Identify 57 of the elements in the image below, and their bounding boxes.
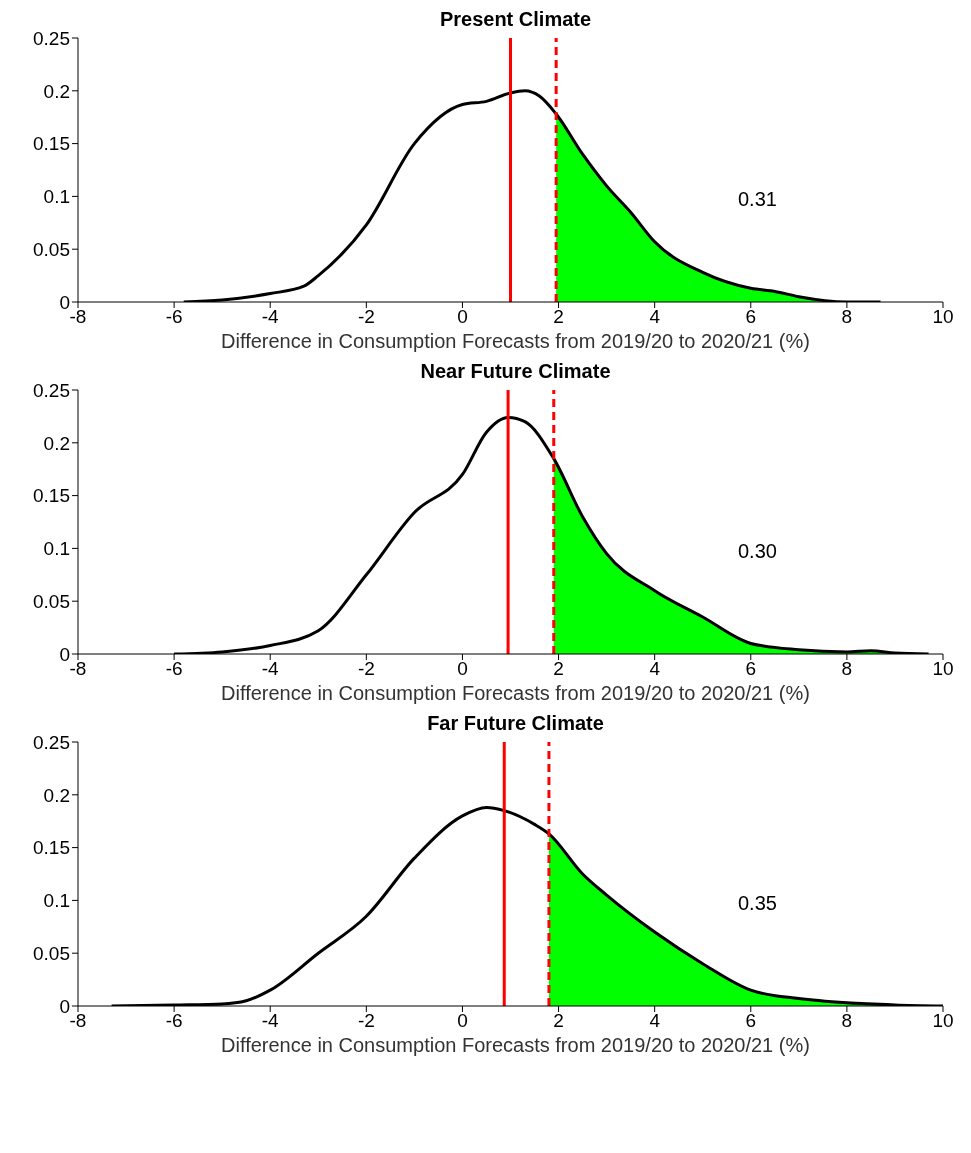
y-tick-label: 0.2 [43,80,70,102]
x-tick-label: 0 [457,1010,468,1032]
y-tick-label: 0.2 [43,432,70,454]
x-tick-label: -8 [69,658,87,680]
x-tick-label: -6 [165,658,183,680]
x-tick-label: 8 [841,1010,853,1032]
y-tick-label: 0.15 [33,133,70,155]
x-tick-label: 2 [553,306,564,328]
x-tick-label: 10 [932,658,954,680]
chart-title: Far Future Climate [427,712,604,734]
x-tick-label: 0 [457,306,468,328]
y-tick-label: 0.05 [33,942,70,964]
y-tick-label: 0.25 [33,379,70,401]
x-tick-label: 2 [553,658,564,680]
annotation: 0.30 [738,540,777,563]
x-tick-label: 8 [841,658,853,680]
x-axis-title: Difference in Consumption Forecasts from 2019/20 to 2020/21 (%) [220,330,811,354]
y-tick-label: 0 [59,291,70,313]
y-tick-label: 0.1 [43,186,70,208]
x-tick-label: -8 [69,1010,87,1032]
y-tick-label: 0.1 [43,890,70,912]
y-tick-label: 0 [59,643,70,665]
x-tick-label: 8 [841,306,853,328]
x-tick-label: -2 [357,658,375,680]
annotation: 0.31 [738,188,777,211]
y-tick-label: 0.05 [33,238,70,260]
y-tick-label: 0.15 [33,485,70,507]
x-tick-label: 6 [745,658,757,680]
x-axis-title: Difference in Consumption Forecasts from 2019/20 to 2020/21 (%) [220,1034,811,1058]
annotation: 0.35 [738,892,777,915]
y-tick-label: 0.25 [33,731,70,753]
y-tick-label: 0 [59,995,70,1017]
x-tick-label: 10 [932,306,954,328]
x-tick-label: 0 [457,658,468,680]
x-tick-label: 4 [649,1010,661,1032]
chart-title: Present Climate [439,8,592,30]
x-tick-label: 2 [553,1010,564,1032]
x-tick-label: -6 [165,306,183,328]
x-tick-label: -4 [261,306,280,328]
x-tick-label: 6 [745,306,757,328]
x-tick-label: -6 [165,1010,183,1032]
x-axis-title: Difference in Consumption Forecasts from 2019/20 to 2020/21 (%) [220,682,811,706]
x-tick-label: -2 [357,1010,375,1032]
y-tick-label: 0.2 [43,784,70,806]
y-tick-label: 0.15 [33,837,70,859]
x-tick-label: -4 [261,1010,280,1032]
x-tick-label: -8 [69,306,87,328]
y-tick-label: 0.25 [33,27,70,49]
x-tick-label: 4 [649,306,661,328]
y-tick-label: 0.05 [33,590,70,612]
y-tick-label: 0.1 [43,538,70,560]
chart-title: Near Future Climate [420,360,611,382]
x-tick-label: 10 [932,1010,954,1032]
x-tick-label: -2 [357,306,375,328]
x-tick-label: -4 [261,658,280,680]
x-tick-label: 4 [649,658,661,680]
x-tick-label: 6 [745,1010,757,1032]
